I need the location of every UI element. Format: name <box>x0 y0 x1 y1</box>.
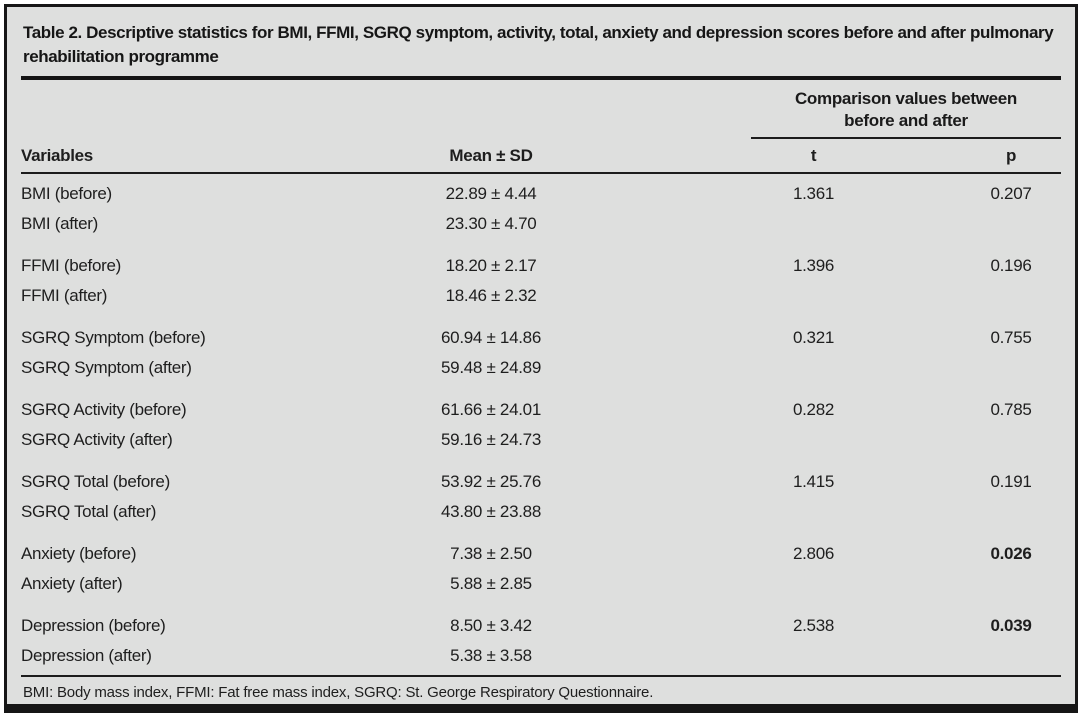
table-row: SGRQ Symptom (before) 60.94 ± 14.86 0.32… <box>21 323 1061 353</box>
column-header-variables: Variables <box>21 145 93 165</box>
table-2: Table 2. Descriptive statistics for BMI,… <box>7 7 1075 701</box>
table-row: Depression (after) 5.38 ± 3.58 <box>21 641 1061 671</box>
variable-cell: SGRQ Symptom (after) <box>21 358 192 377</box>
table-row: Anxiety (after) 5.88 ± 2.85 <box>21 569 1061 599</box>
p-value-cell: 0.196 <box>990 256 1032 275</box>
mean-sd-cell: 60.94 ± 14.86 <box>441 328 541 347</box>
table-frame: Table 2. Descriptive statistics for BMI,… <box>4 4 1078 713</box>
row-group: SGRQ Activity (before) 61.66 ± 24.01 0.2… <box>21 395 1061 455</box>
t-value-cell: 1.415 <box>792 472 835 491</box>
spanner-header-row: Comparison values between before and aft… <box>21 88 1061 139</box>
t-value-cell: 2.538 <box>792 616 835 635</box>
variable-cell: FFMI (after) <box>21 286 108 305</box>
p-value-cell: 0.026 <box>990 544 1032 563</box>
row-group: FFMI (before) 18.20 ± 2.17 1.396 0.196 F… <box>21 251 1061 311</box>
table-row: SGRQ Activity (after) 59.16 ± 24.73 <box>21 425 1061 455</box>
table-row: BMI (after) 23.30 ± 4.70 <box>21 209 1061 239</box>
table-row: FFMI (after) 18.46 ± 2.32 <box>21 281 1061 311</box>
footnote-divider <box>21 675 1061 677</box>
t-value-cell: 1.396 <box>792 256 835 275</box>
mean-sd-cell: 53.92 ± 25.76 <box>441 472 541 491</box>
mean-sd-cell: 23.30 ± 4.70 <box>445 214 537 233</box>
variable-cell: SGRQ Activity (before) <box>21 400 187 419</box>
variable-cell: SGRQ Total (after) <box>21 502 157 521</box>
t-value-cell: 0.321 <box>792 328 835 347</box>
mean-sd-cell: 59.16 ± 24.73 <box>441 430 541 449</box>
variable-cell: BMI (after) <box>21 214 98 233</box>
t-value-cell: 1.361 <box>792 184 835 203</box>
table-title: Table 2. Descriptive statistics for BMI,… <box>23 23 1054 66</box>
mean-sd-cell: 18.20 ± 2.17 <box>445 256 537 275</box>
column-header-mean-sd: Mean ± SD <box>449 145 533 165</box>
variable-cell: SGRQ Activity (after) <box>21 430 173 449</box>
t-value-cell: 0.282 <box>792 400 835 419</box>
title-divider <box>21 76 1061 80</box>
spanner-header-cell: Comparison values between before and aft… <box>751 88 1061 139</box>
mean-sd-cell: 22.89 ± 4.44 <box>445 184 537 203</box>
variable-cell: Anxiety (after) <box>21 574 123 593</box>
table-row: SGRQ Total (before) 53.92 ± 25.76 1.415 … <box>21 467 1061 497</box>
table-row: SGRQ Total (after) 43.80 ± 23.88 <box>21 497 1061 527</box>
row-group: Anxiety (before) 7.38 ± 2.50 2.806 0.026… <box>21 539 1061 599</box>
header-divider <box>21 172 1061 174</box>
mean-sd-cell: 59.48 ± 24.89 <box>441 358 541 377</box>
variable-cell: SGRQ Symptom (before) <box>21 328 206 347</box>
p-value-cell: 0.191 <box>990 472 1032 491</box>
column-header-t: t <box>810 145 817 165</box>
table-row: Depression (before) 8.50 ± 3.42 2.538 0.… <box>21 611 1061 641</box>
mean-sd-cell: 18.46 ± 2.32 <box>445 286 537 305</box>
mean-sd-cell: 7.38 ± 2.50 <box>450 544 532 563</box>
column-header-row: Variables Mean ± SD t p <box>21 139 1061 172</box>
variable-cell: Depression (after) <box>21 646 152 665</box>
spanner-divider <box>751 137 1061 139</box>
column-header-p: p <box>1005 145 1017 165</box>
table-row: SGRQ Symptom (after) 59.48 ± 24.89 <box>21 353 1061 383</box>
p-value-cell: 0.207 <box>990 184 1032 203</box>
row-group: SGRQ Total (before) 53.92 ± 25.76 1.415 … <box>21 467 1061 527</box>
p-value-cell: 0.785 <box>990 400 1032 419</box>
row-group: BMI (before) 22.89 ± 4.44 1.361 0.207 BM… <box>21 179 1061 239</box>
mean-sd-cell: 43.80 ± 23.88 <box>441 502 541 521</box>
table-footnote: BMI: Body mass index, FFMI: Fat free mas… <box>23 684 654 701</box>
mean-sd-cell: 5.38 ± 3.58 <box>450 646 532 665</box>
mean-sd-cell: 8.50 ± 3.42 <box>450 616 532 635</box>
variable-cell: SGRQ Total (before) <box>21 472 170 491</box>
t-value-cell: 2.806 <box>792 544 835 563</box>
variable-cell: BMI (before) <box>21 184 112 203</box>
mean-sd-cell: 61.66 ± 24.01 <box>441 400 541 419</box>
table-row: Anxiety (before) 7.38 ± 2.50 2.806 0.026 <box>21 539 1061 569</box>
row-group: Depression (before) 8.50 ± 3.42 2.538 0.… <box>21 611 1061 671</box>
p-value-cell: 0.755 <box>990 328 1032 347</box>
spanner-header-label: Comparison values between before and aft… <box>794 89 1018 130</box>
table-row: BMI (before) 22.89 ± 4.44 1.361 0.207 <box>21 179 1061 209</box>
mean-sd-cell: 5.88 ± 2.85 <box>450 574 532 593</box>
row-group: SGRQ Symptom (before) 60.94 ± 14.86 0.32… <box>21 323 1061 383</box>
table-row: FFMI (before) 18.20 ± 2.17 1.396 0.196 <box>21 251 1061 281</box>
table-row: SGRQ Activity (before) 61.66 ± 24.01 0.2… <box>21 395 1061 425</box>
variable-cell: FFMI (before) <box>21 256 122 275</box>
variable-cell: Anxiety (before) <box>21 544 137 563</box>
table-body: BMI (before) 22.89 ± 4.44 1.361 0.207 BM… <box>21 174 1061 671</box>
p-value-cell: 0.039 <box>990 616 1032 635</box>
variable-cell: Depression (before) <box>21 616 166 635</box>
